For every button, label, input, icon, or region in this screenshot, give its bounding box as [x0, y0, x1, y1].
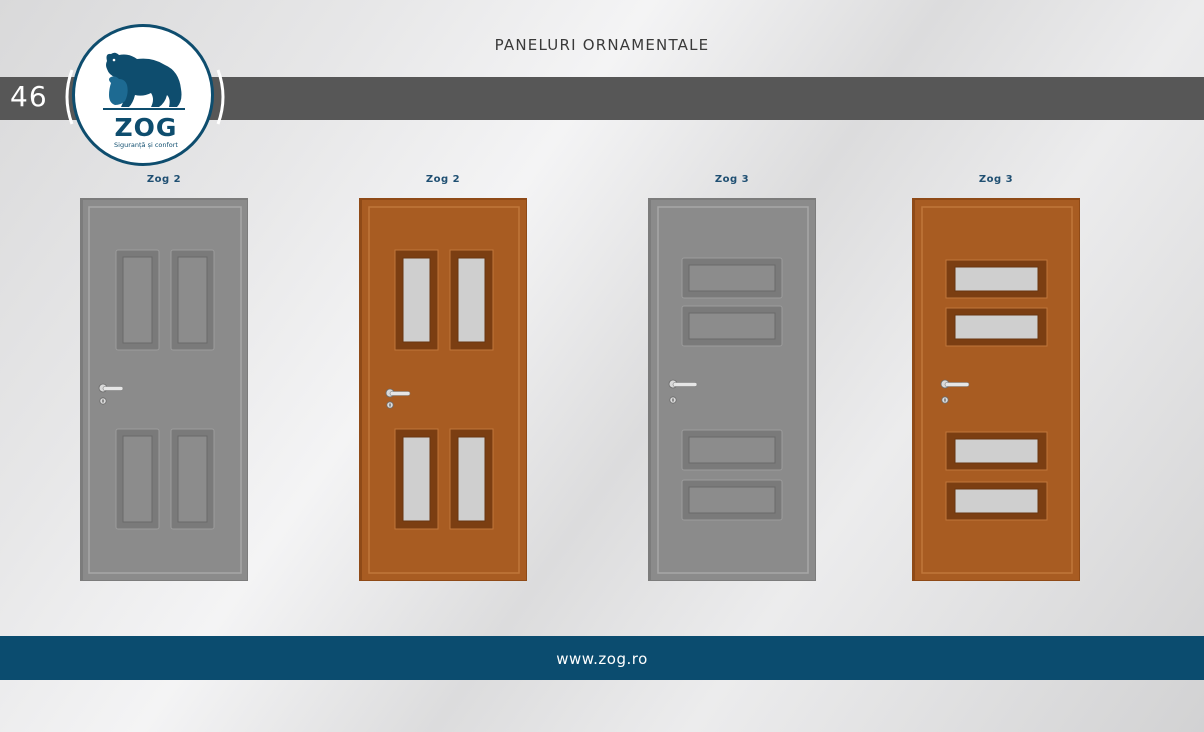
logo-circle: ZOG Siguranță și confort: [72, 24, 214, 166]
page-number: 46: [10, 80, 48, 113]
logo: ZOG Siguranță și confort: [62, 18, 228, 184]
door-label-1: Zog 2: [146, 174, 182, 185]
door-label-2: Zog 2: [425, 174, 461, 185]
door-zog3-gray: [648, 198, 816, 581]
page-title: PANELURI ORNAMENTALE: [494, 36, 710, 54]
door-label-4: Zog 3: [978, 174, 1014, 185]
door-zog2-wood: [359, 198, 527, 581]
door-panels: [115, 249, 215, 530]
door-glass-panels: [394, 249, 494, 530]
door-label-3: Zog 3: [714, 174, 750, 185]
door-handle-icon: [668, 379, 698, 404]
door-glass-panels: [945, 259, 1048, 521]
logo-tagline: Siguranță și confort: [114, 141, 178, 149]
right-bracket: [216, 69, 225, 125]
bear-icon: [103, 52, 185, 110]
door-handle-icon: [940, 379, 970, 404]
door-zog3-wood: [912, 198, 1080, 581]
logo-brand: ZOG: [114, 113, 178, 142]
footer-url[interactable]: www.zog.ro: [556, 650, 648, 668]
door-zog2-gray: [80, 198, 248, 581]
left-bracket: [65, 69, 74, 125]
footer-bar: [0, 636, 1204, 680]
door-handle-icon: [385, 388, 411, 409]
door-handle-icon: [98, 383, 124, 405]
door-panels: [681, 257, 783, 521]
